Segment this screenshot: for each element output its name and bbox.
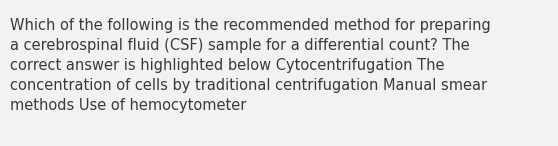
Text: Which of the following is the recommended method for preparing
a cerebrospinal f: Which of the following is the recommende… (10, 18, 491, 113)
